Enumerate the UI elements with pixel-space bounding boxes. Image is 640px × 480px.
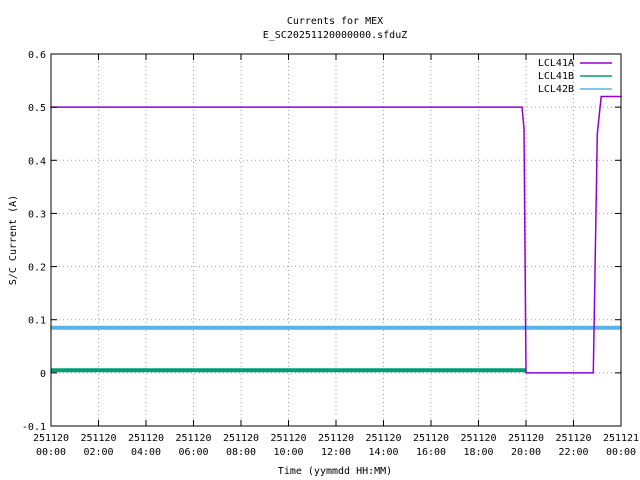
- x-tick-label-date: 251120: [318, 433, 354, 444]
- x-tick-label-time: 16:00: [416, 447, 446, 458]
- data-point: [521, 106, 523, 108]
- y-tick-label: 0: [40, 369, 46, 380]
- x-tick-label-time: 18:00: [463, 447, 493, 458]
- x-tick-label-date: 251120: [223, 433, 259, 444]
- x-tick-label-time: 06:00: [178, 447, 208, 458]
- data-point: [525, 372, 527, 374]
- x-tick-label-time: 02:00: [83, 447, 113, 458]
- x-tick-label-time: 14:00: [368, 447, 398, 458]
- legend-label: LCL41A: [538, 58, 574, 69]
- legend-label: LCL42B: [538, 84, 574, 95]
- y-tick-label: -0.1: [22, 422, 46, 433]
- y-tick-label: 0.1: [28, 316, 46, 327]
- data-point: [596, 132, 599, 135]
- x-tick-label-date: 251120: [365, 433, 401, 444]
- series-layer: [50, 95, 622, 374]
- y-axis-label: S/C Current (A): [8, 195, 19, 285]
- y-tick-label: 0.4: [28, 156, 46, 167]
- legend-label: LCL41B: [538, 71, 574, 82]
- x-axis: 251120 00:00 251120 02:00 251120 04:00 251120 0…: [33, 54, 639, 458]
- x-tick-label-date: 251120: [175, 433, 211, 444]
- series-line-lcl41a: [51, 95, 621, 374]
- data-point: [600, 95, 603, 98]
- chart-subtitle: E_SC20251120000000.sfduZ: [263, 30, 408, 41]
- x-tick-label-date: 251120: [128, 433, 164, 444]
- x-tick-label-date: 251120: [555, 433, 591, 444]
- y-tick-label: 0.2: [28, 263, 46, 274]
- x-tick-label-date: 251120: [508, 433, 544, 444]
- x-tick-label-date: 251120: [460, 433, 496, 444]
- x-tick-label-date: 251120: [270, 433, 306, 444]
- data-point: [592, 372, 595, 374]
- x-tick-label-date: 251120: [33, 433, 69, 444]
- data-point: [523, 127, 525, 130]
- x-tick-label-time: 00:00: [606, 447, 636, 458]
- legend: LCL41A LCL41B LCL42B: [538, 58, 612, 95]
- x-tick-label-time: 08:00: [226, 447, 256, 458]
- y-tick-label: 0.3: [28, 209, 46, 220]
- y-tick-label: 0.6: [28, 50, 46, 61]
- x-tick-label-time: 04:00: [131, 447, 161, 458]
- x-tick-label-time: 12:00: [321, 447, 351, 458]
- y-axis: -0.1 0 0.1 0.2 0.3 0.4 0.5 0.6: [22, 50, 621, 433]
- chart-title: Currents for MEX: [287, 16, 383, 27]
- x-tick-label-time: 22:00: [558, 447, 588, 458]
- y-tick-label: 0.5: [28, 103, 46, 114]
- x-axis-label: Time (yymmdd HH:MM): [278, 466, 392, 477]
- x-tick-label-time: 00:00: [36, 447, 66, 458]
- x-tick-label-date: 251121: [603, 433, 639, 444]
- x-tick-label-date: 251120: [80, 433, 116, 444]
- x-tick-label-time: 20:00: [511, 447, 541, 458]
- x-tick-label-date: 251120: [413, 433, 449, 444]
- x-tick-label-time: 10:00: [273, 447, 303, 458]
